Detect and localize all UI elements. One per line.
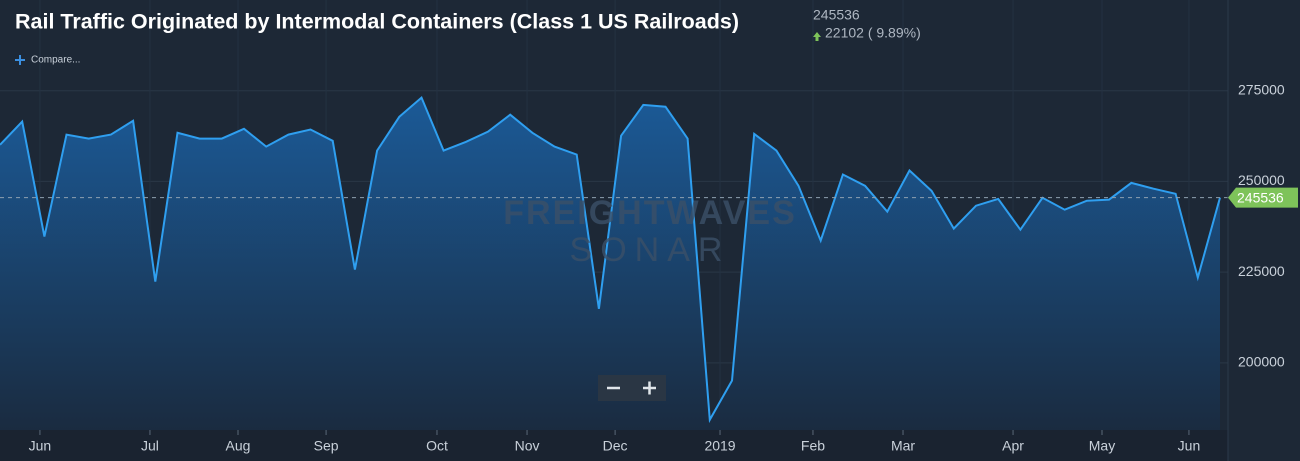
up-arrow: [813, 32, 821, 41]
compare-button[interactable]: Compare...: [31, 55, 80, 66]
x-tick-label: Jun: [1178, 438, 1201, 454]
area: [0, 97, 1220, 430]
change: 22102 ( 9.89%): [825, 25, 921, 41]
y-tick-label: 275000: [1238, 81, 1285, 97]
x-axis-band: [0, 430, 1228, 461]
x-tick-label: Jun: [29, 438, 52, 454]
x-tick-label: Jul: [141, 438, 159, 454]
compare-icon[interactable]: [15, 55, 25, 65]
x-tick-label: 2019: [704, 438, 735, 454]
x-tick-label: Apr: [1002, 438, 1024, 454]
line: [0, 95, 1221, 424]
x-tick-label: Mar: [891, 438, 915, 454]
x-tick-label: Sep: [314, 438, 339, 454]
x-tick-label: Aug: [226, 438, 251, 454]
x-tick-label: Feb: [801, 438, 825, 454]
last-value-label: 245536: [1237, 189, 1284, 205]
x-tick-label: Dec: [603, 438, 628, 454]
current-value: 245536: [813, 7, 860, 23]
y-tick-label: 200000: [1238, 354, 1285, 370]
axes: 200000 225000 250000 275000 Jun Jul Aug Sep Oct N…: [29, 81, 1298, 454]
last-value-badge: [1228, 187, 1298, 208]
x-tick-label: May: [1089, 438, 1115, 454]
plot: [0, 95, 1228, 430]
x-tick-label: Nov: [515, 438, 540, 454]
chart-title: Rail Traffic Originated by Intermodal Co…: [15, 10, 739, 34]
x-tick-label: Oct: [426, 438, 448, 454]
zoom-in[interactable]: [643, 381, 656, 395]
y-tick-label: 225000: [1238, 263, 1285, 279]
y-tick-label: 250000: [1238, 172, 1285, 188]
watermark: FREIGHTWAVES: [503, 194, 797, 232]
watermark: SONAR: [570, 231, 731, 269]
